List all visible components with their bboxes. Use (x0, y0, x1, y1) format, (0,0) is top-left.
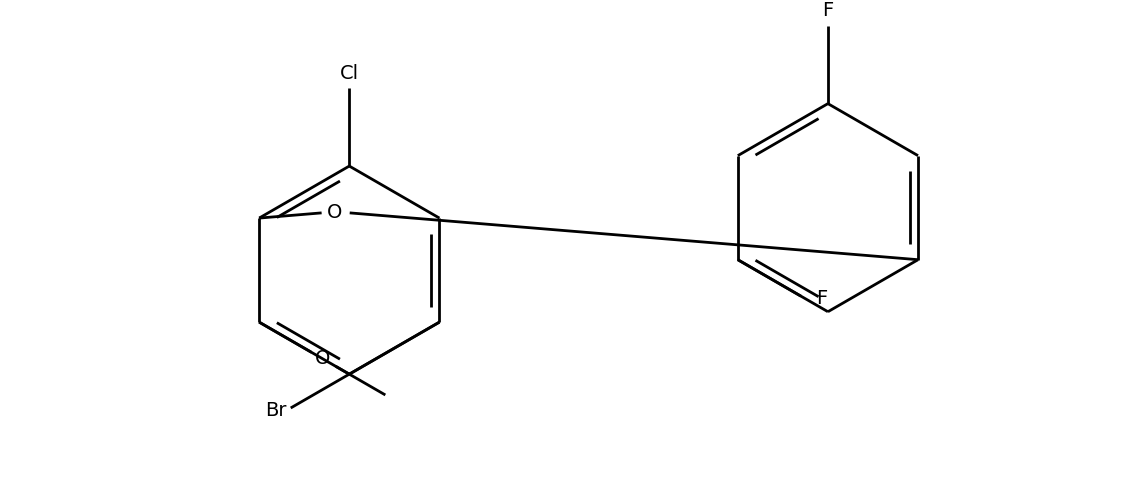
Text: Br: Br (265, 401, 286, 420)
Text: F: F (816, 289, 827, 308)
Text: Cl: Cl (339, 64, 359, 83)
Text: O: O (327, 203, 342, 222)
Text: F: F (823, 1, 833, 21)
Text: O: O (314, 349, 330, 368)
